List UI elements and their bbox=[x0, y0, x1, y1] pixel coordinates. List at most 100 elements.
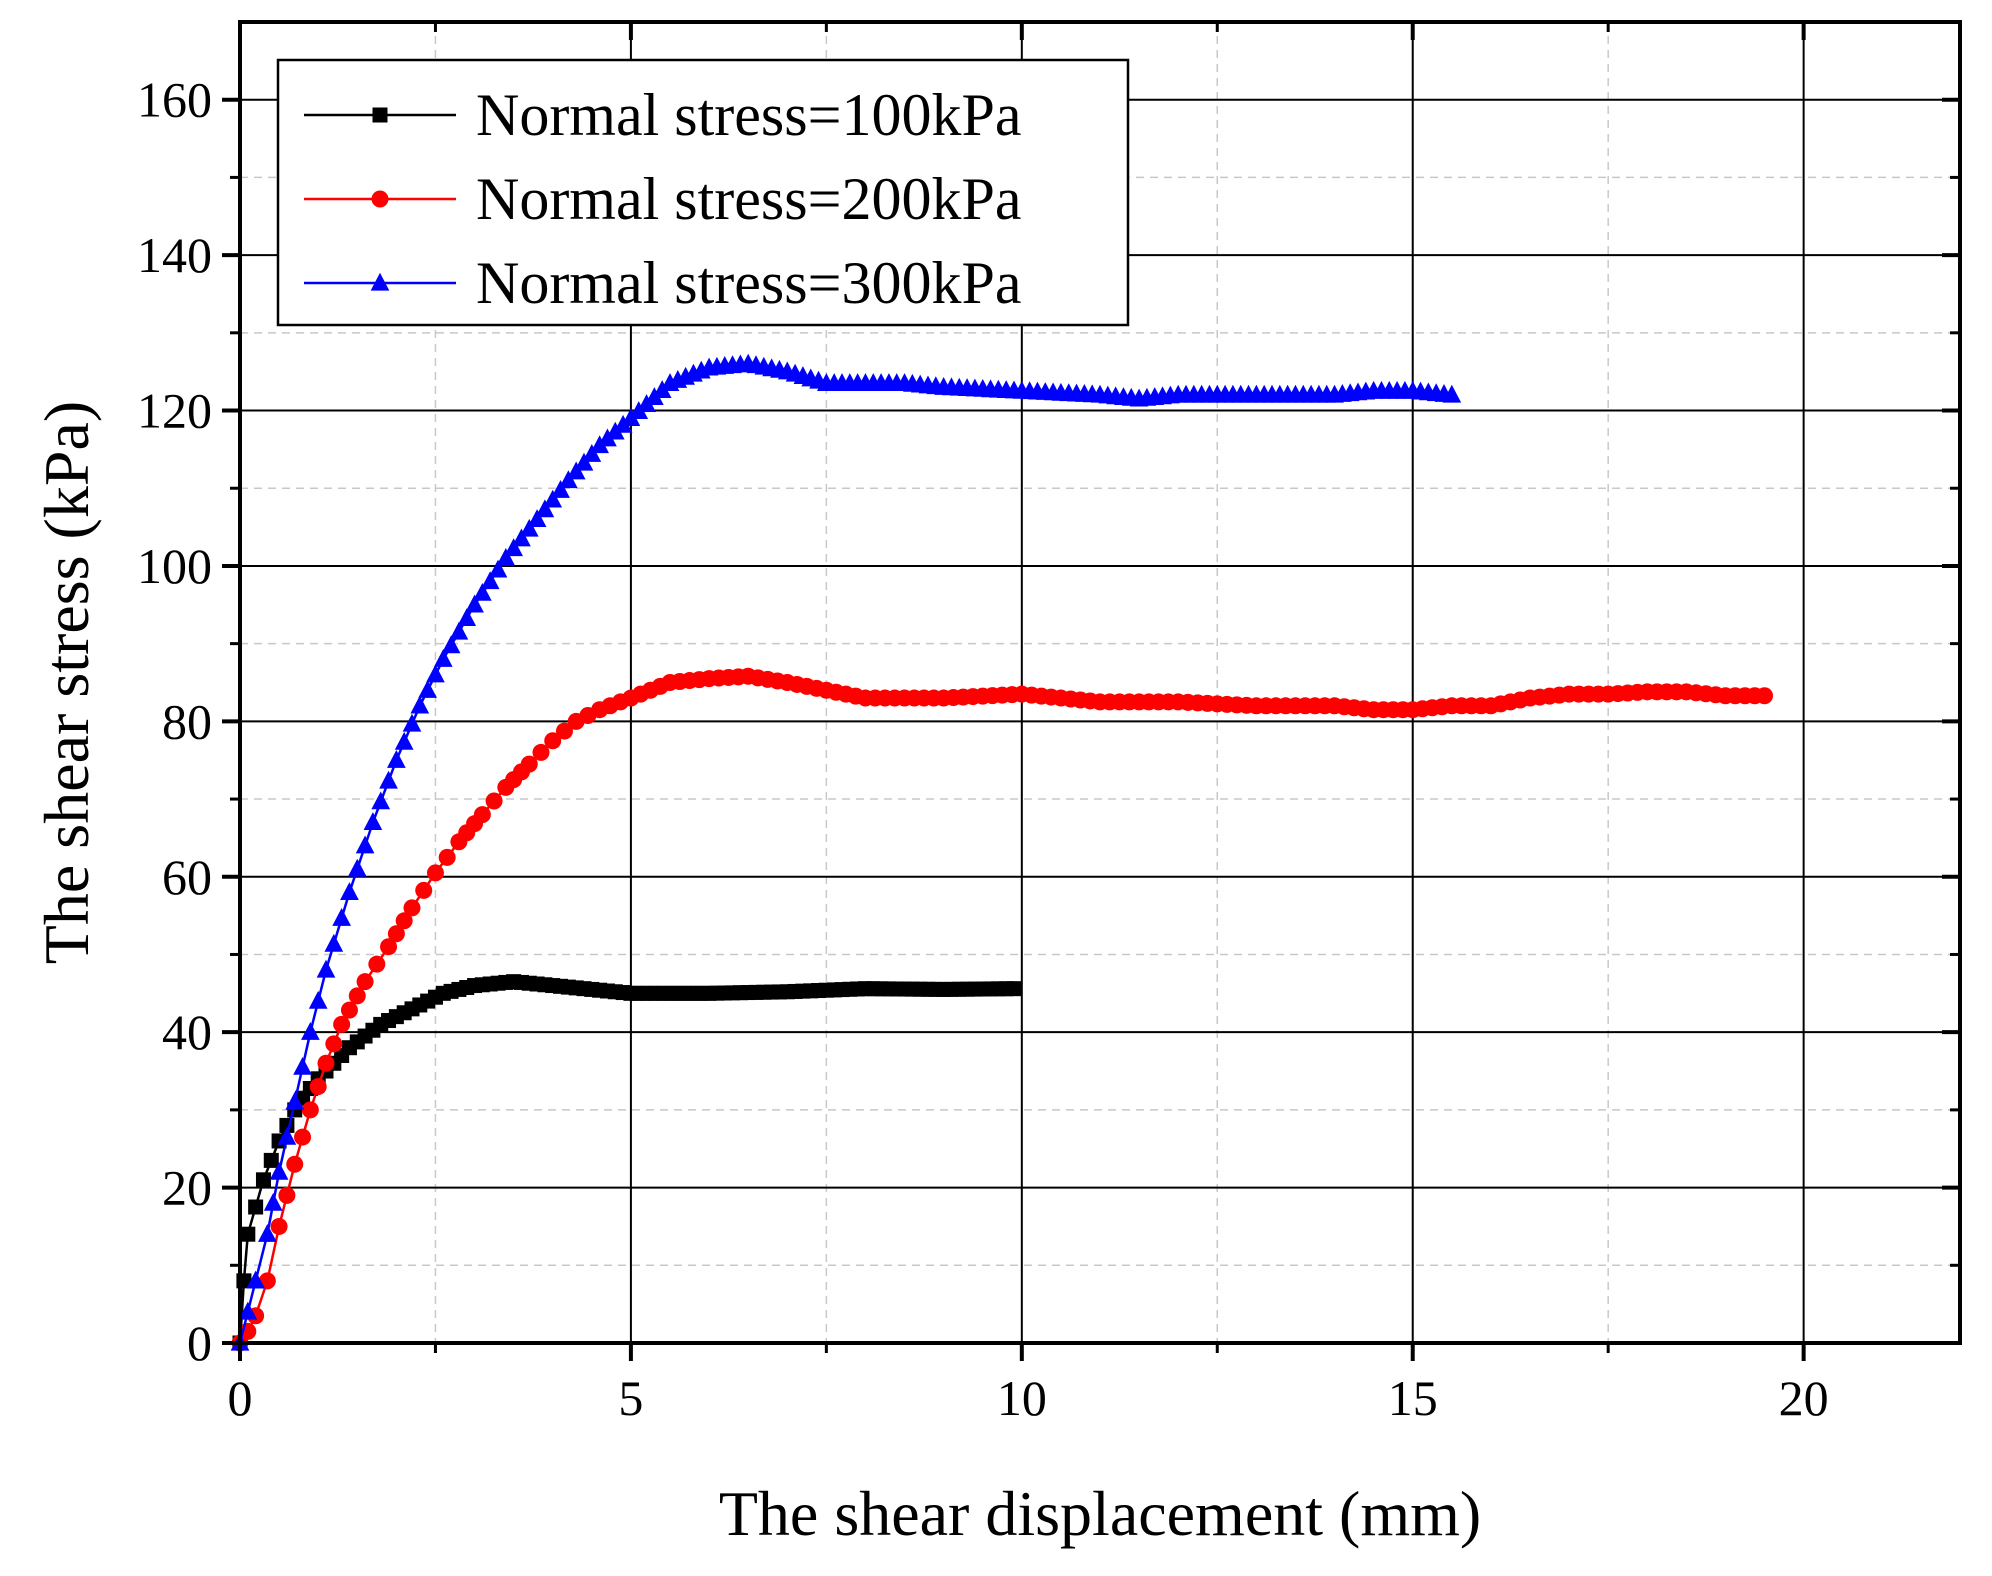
legend-item: Normal stress=100kPa bbox=[304, 82, 1021, 148]
data-point bbox=[395, 912, 413, 930]
series-1 bbox=[232, 974, 1022, 1351]
data-point bbox=[355, 835, 375, 854]
x-tick-label: 0 bbox=[228, 1370, 253, 1426]
data-point bbox=[402, 713, 422, 732]
y-tick-label: 120 bbox=[137, 383, 212, 439]
data-point bbox=[485, 792, 503, 810]
legend-box bbox=[276, 58, 1130, 327]
y-tick-label: 140 bbox=[137, 227, 212, 283]
data-point bbox=[387, 925, 405, 943]
x-tick-label: 10 bbox=[997, 1370, 1047, 1426]
data-point bbox=[418, 680, 437, 698]
series-2 bbox=[231, 667, 1774, 1352]
data-point bbox=[340, 882, 359, 900]
data-point bbox=[457, 608, 477, 627]
data-point bbox=[465, 594, 484, 613]
data-point bbox=[480, 571, 500, 590]
data-point bbox=[363, 812, 383, 831]
axis-ticks bbox=[222, 22, 1960, 1361]
data-point bbox=[535, 499, 555, 518]
data-point bbox=[270, 1217, 288, 1235]
data-point bbox=[301, 1021, 320, 1040]
data-point bbox=[293, 1056, 312, 1075]
y-tick-label: 80 bbox=[162, 693, 212, 749]
data-point bbox=[248, 1199, 264, 1215]
data-point bbox=[426, 664, 445, 683]
data-point bbox=[286, 1155, 304, 1173]
x-tick-label: 20 bbox=[1779, 1370, 1829, 1426]
data-point bbox=[332, 908, 351, 926]
data-point bbox=[356, 973, 374, 991]
x-tick-label: 15 bbox=[1388, 1370, 1438, 1426]
data-point bbox=[380, 938, 398, 956]
data-point bbox=[473, 806, 491, 824]
y-tick-label: 160 bbox=[137, 72, 212, 128]
data-point bbox=[544, 732, 562, 750]
data-point bbox=[555, 722, 573, 740]
data-point bbox=[532, 743, 550, 761]
data-point bbox=[324, 933, 344, 952]
data-point bbox=[317, 1054, 335, 1072]
series-3 bbox=[230, 353, 1462, 1351]
y-axis-title: The shear stress (kPa) bbox=[31, 401, 102, 964]
data-point bbox=[441, 635, 461, 654]
data-point bbox=[449, 621, 469, 640]
x-axis-title: The shear displacement (mm) bbox=[719, 1478, 1481, 1549]
data-point bbox=[278, 1186, 296, 1204]
data-point bbox=[371, 190, 389, 208]
x-tick-label: 5 bbox=[618, 1370, 643, 1426]
y-tick-label: 60 bbox=[162, 849, 212, 905]
data-point bbox=[240, 1226, 256, 1242]
data-point bbox=[368, 955, 386, 973]
data-point bbox=[348, 987, 366, 1005]
data-point bbox=[403, 899, 421, 917]
data-point bbox=[316, 959, 336, 978]
data-point bbox=[519, 518, 539, 537]
data-point bbox=[504, 538, 523, 557]
y-tick-label: 0 bbox=[187, 1315, 212, 1371]
data-point bbox=[308, 990, 328, 1009]
data-point bbox=[438, 848, 456, 866]
data-point bbox=[512, 528, 531, 547]
data-point bbox=[543, 489, 563, 508]
y-tick-label: 20 bbox=[162, 1160, 212, 1216]
legend: Normal stress=100kPa Normal stress=200kPa… bbox=[276, 58, 1130, 327]
data-point bbox=[370, 272, 390, 291]
data-point bbox=[371, 791, 391, 810]
data-point bbox=[325, 1035, 343, 1053]
data-point bbox=[301, 1101, 319, 1119]
data-point bbox=[263, 1152, 279, 1168]
plot-frame bbox=[238, 20, 1962, 1345]
data-point bbox=[527, 509, 547, 527]
data-point bbox=[246, 1270, 265, 1289]
y-tick-label: 40 bbox=[162, 1004, 212, 1060]
data-point bbox=[488, 559, 508, 578]
data-point bbox=[1442, 384, 1462, 403]
data-point bbox=[238, 1301, 258, 1320]
data-point bbox=[496, 547, 516, 566]
data-point bbox=[347, 858, 367, 877]
data-point bbox=[372, 107, 388, 123]
data-point bbox=[255, 1172, 271, 1188]
data-point bbox=[263, 1192, 283, 1211]
data-point bbox=[426, 864, 444, 882]
data-point bbox=[277, 1126, 297, 1145]
data-point bbox=[285, 1091, 305, 1110]
data-point bbox=[309, 1078, 327, 1096]
data-point bbox=[294, 1128, 312, 1146]
data-point bbox=[333, 1015, 351, 1033]
legend-label: Normal stress=200kPa bbox=[476, 166, 1021, 232]
data-point bbox=[410, 695, 430, 714]
legend-item: Normal stress=300kPa bbox=[304, 250, 1021, 316]
data-point bbox=[258, 1224, 277, 1242]
legend-label: Normal stress=300kPa bbox=[476, 250, 1021, 316]
data-point bbox=[473, 582, 492, 601]
data-point bbox=[387, 750, 406, 768]
data-point bbox=[269, 1161, 289, 1180]
data-point bbox=[340, 1001, 358, 1019]
data-point bbox=[415, 881, 433, 899]
data-point bbox=[551, 479, 570, 498]
data-point bbox=[433, 648, 453, 667]
